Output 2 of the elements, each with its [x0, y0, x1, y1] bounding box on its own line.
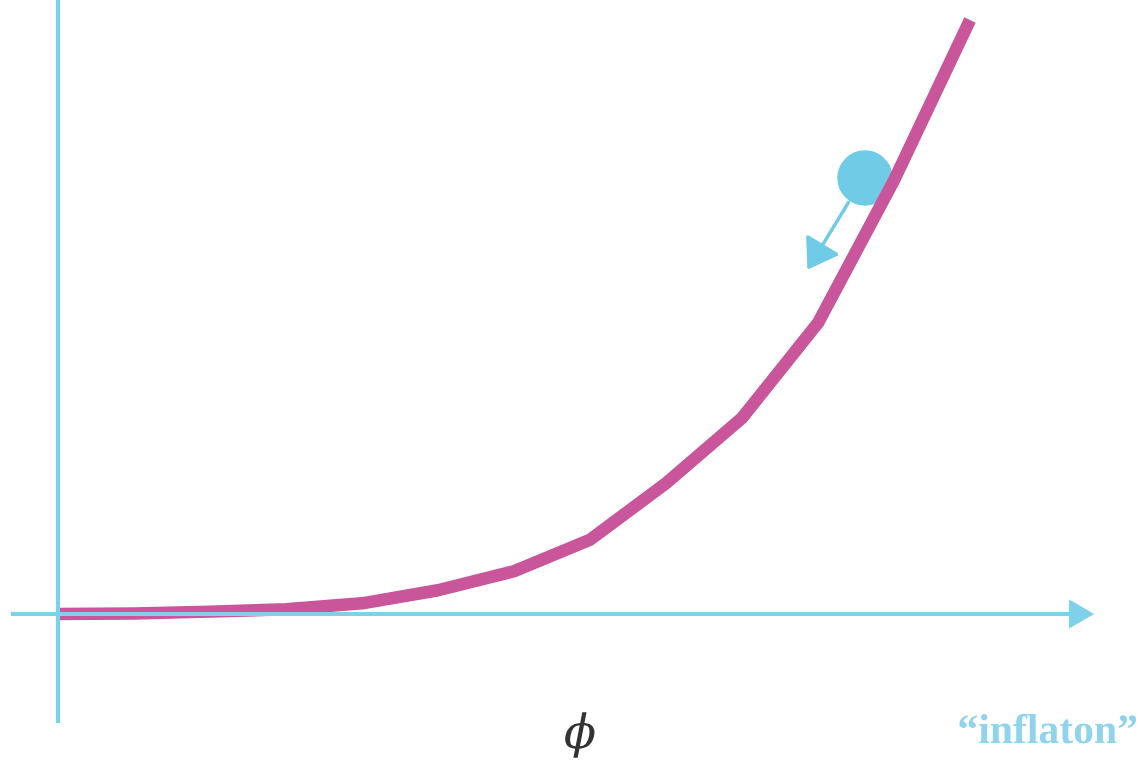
x-axis-title: ϕ: [565, 712, 595, 758]
text: “inflaton”: [959, 713, 1137, 744]
